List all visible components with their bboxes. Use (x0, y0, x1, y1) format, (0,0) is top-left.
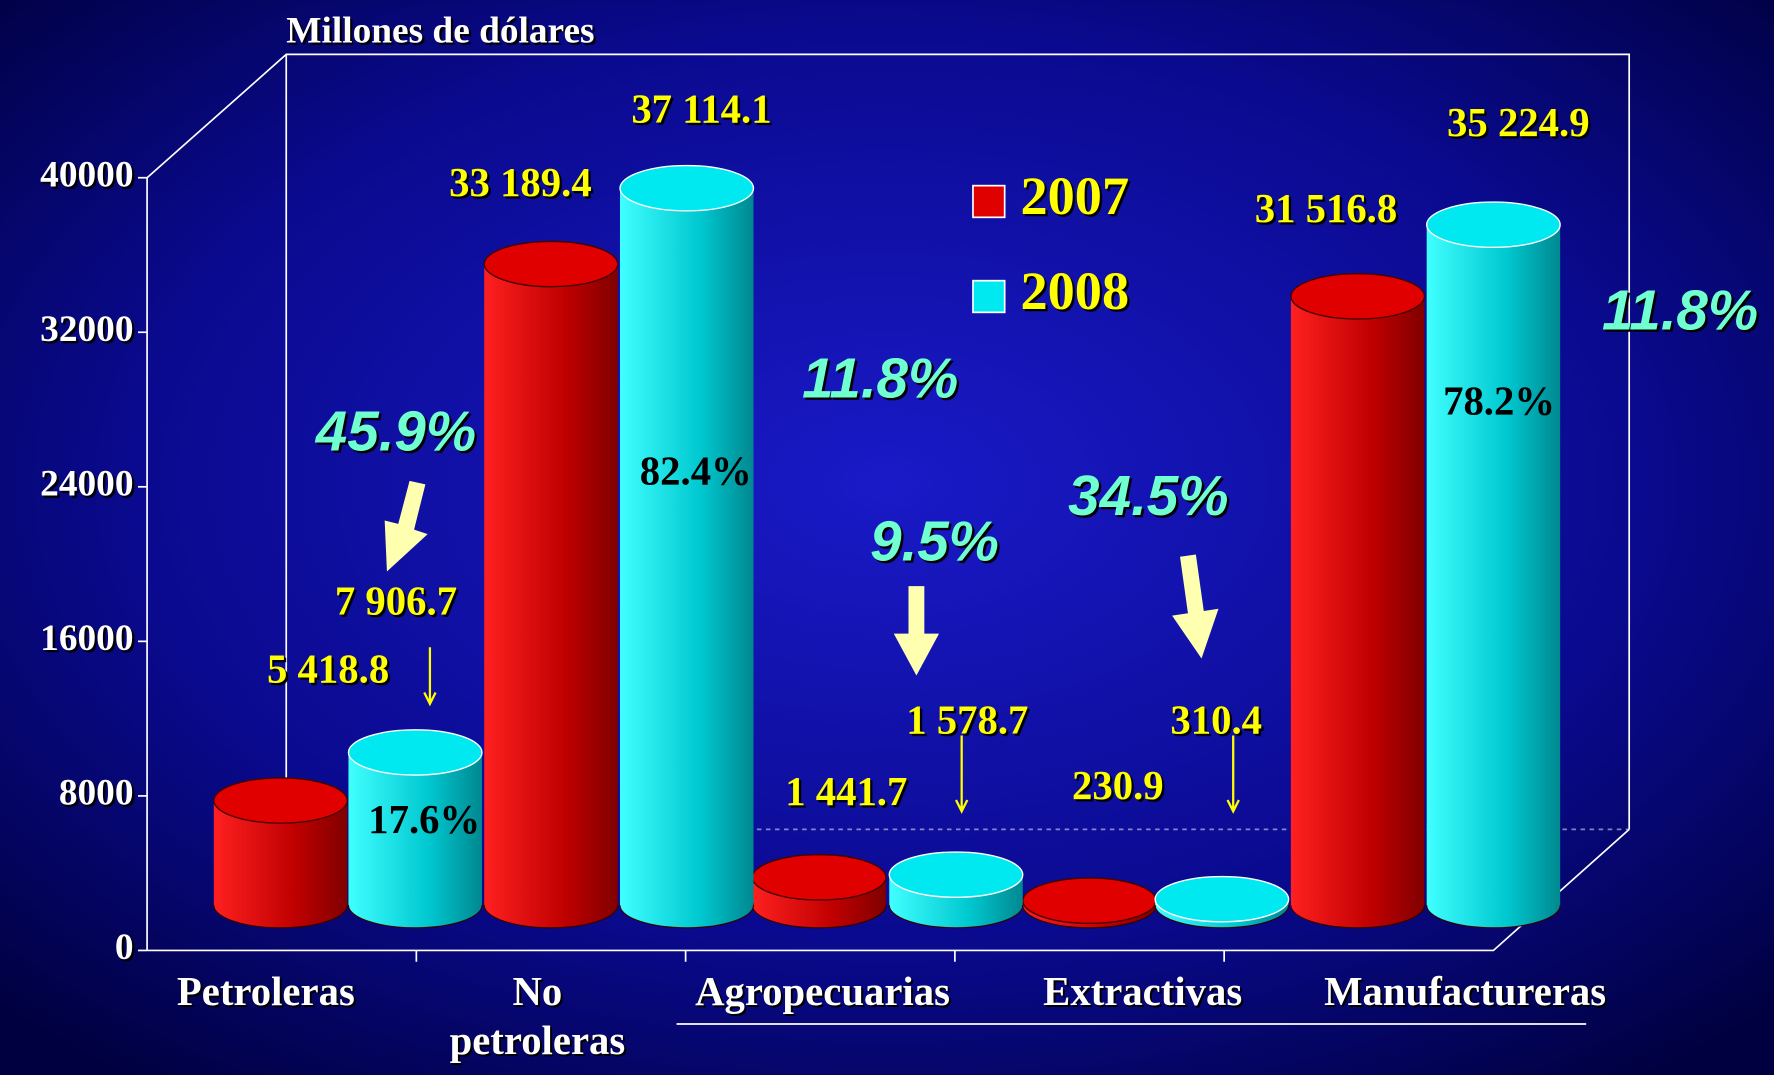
value-label: 7 906.7 (335, 579, 457, 624)
growth-label: 11.8% (802, 346, 958, 409)
share-label: 82.4% (640, 449, 752, 494)
y-tick-label: 8000 (59, 772, 134, 813)
bar (619, 188, 754, 906)
legend-label: 2007 (1021, 166, 1130, 226)
legend-swatch (972, 184, 1006, 219)
legend-swatch (972, 279, 1006, 314)
x-tick-label: No petroleras (449, 969, 626, 1064)
bar-top (619, 164, 755, 212)
y-tick-label: 40000 (40, 154, 133, 195)
growth-label: 34.5% (1068, 464, 1228, 527)
value-label: 35 224.9 (1447, 100, 1590, 145)
bar-top (483, 240, 619, 288)
share-label: 17.6% (368, 797, 480, 842)
bar-top (1022, 877, 1157, 925)
bar (348, 752, 482, 906)
value-label: 33 189.4 (449, 160, 592, 205)
bar-top (1425, 201, 1561, 249)
value-label: 5 418.8 (267, 647, 389, 692)
bar (1290, 296, 1425, 906)
y-tick-label: 32000 (40, 309, 133, 350)
arrows (384, 480, 1240, 814)
legend-label: 2008 (1021, 261, 1130, 321)
value-label: 31 516.8 (1255, 186, 1398, 231)
x-tick-label: Agropecuarias (695, 969, 950, 1015)
growth-label: 9.5% (870, 509, 999, 572)
x-tick-label: Extractivas (1043, 969, 1243, 1015)
value-label: 310.4 (1170, 698, 1262, 743)
growth-label: 45.9% (315, 400, 476, 463)
value-label: 1 441.7 (785, 769, 907, 814)
bar-top (888, 851, 1024, 899)
bar-top (751, 854, 887, 901)
y-tick-label: 16000 (40, 618, 133, 659)
bar-top (1154, 875, 1290, 923)
bar-top (1290, 273, 1426, 320)
bar (1426, 224, 1561, 906)
growth-label: 11.8% (1602, 279, 1758, 342)
y-tick-label: 24000 (40, 463, 133, 504)
value-label: 37 114.1 (631, 87, 771, 132)
value-label: 1 578.7 (906, 698, 1028, 743)
share-label: 78.2% (1443, 378, 1555, 423)
x-tick-label: Manufactureras (1324, 969, 1607, 1015)
x-tick-label: Petroleras (176, 969, 355, 1015)
y-axis-title: Millones de dólares (286, 11, 594, 52)
bar-top (347, 729, 483, 776)
y-tick-label: 0 (115, 927, 134, 968)
frame (146, 53, 1631, 1025)
bar-top (213, 777, 349, 824)
bar (484, 264, 618, 906)
value-label: 230.9 (1072, 763, 1164, 808)
